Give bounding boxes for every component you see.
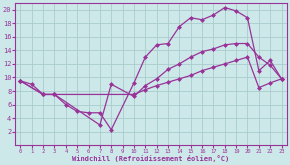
- X-axis label: Windchill (Refroidissement éolien,°C): Windchill (Refroidissement éolien,°C): [72, 155, 230, 162]
